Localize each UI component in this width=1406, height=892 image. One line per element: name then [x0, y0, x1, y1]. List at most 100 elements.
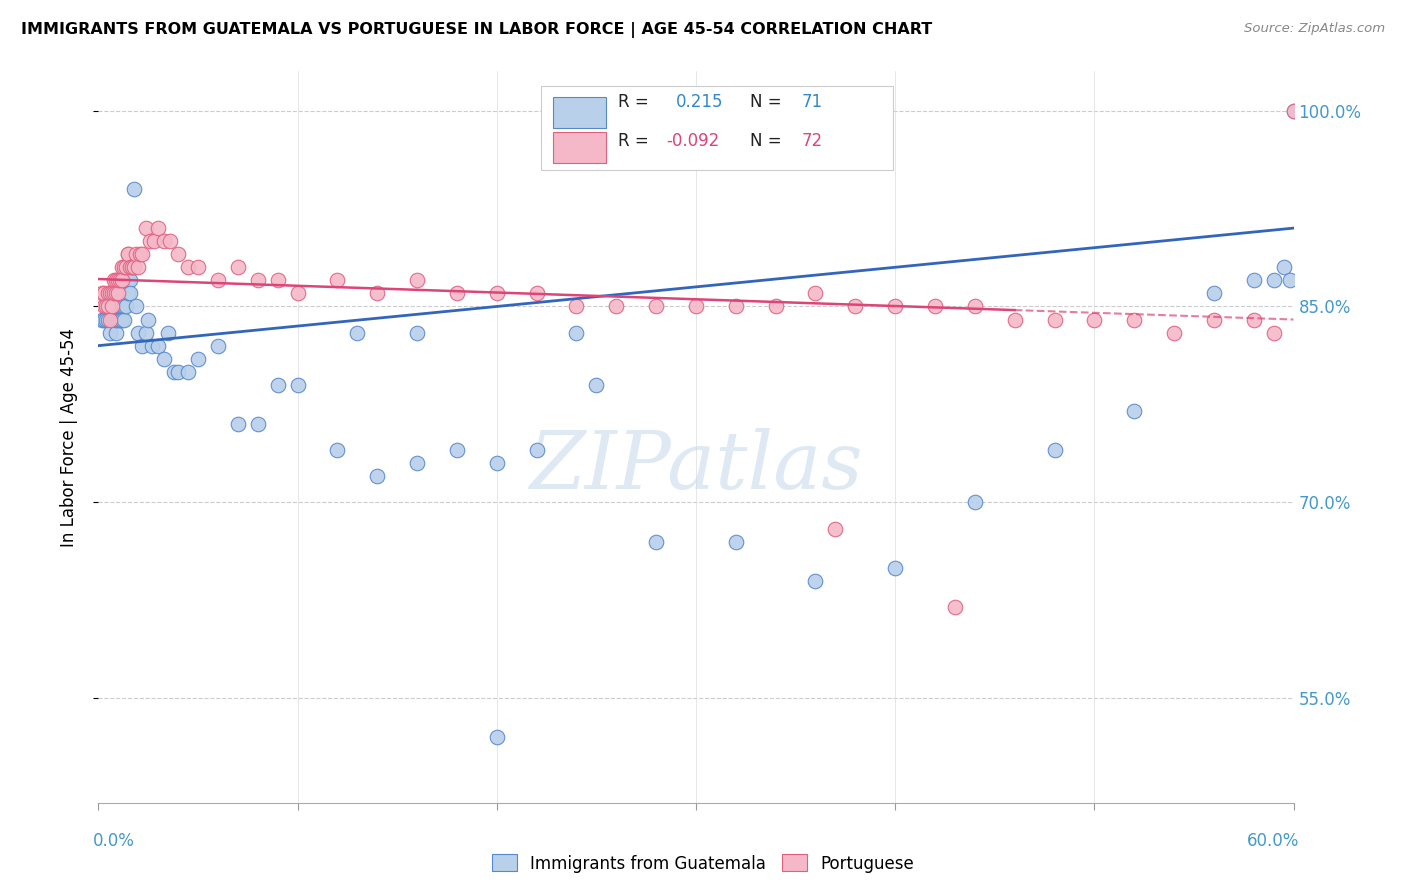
Point	[163, 365, 186, 379]
Point	[446, 443, 468, 458]
Point	[1282, 103, 1305, 118]
Point	[98, 286, 122, 301]
Point	[326, 443, 349, 458]
Point	[187, 260, 209, 275]
Point	[125, 247, 148, 261]
Point	[101, 312, 124, 326]
Point	[97, 300, 120, 314]
Text: IMMIGRANTS FROM GUATEMALA VS PORTUGUESE IN LABOR FORCE | AGE 45-54 CORRELATION C: IMMIGRANTS FROM GUATEMALA VS PORTUGUESE …	[21, 22, 932, 38]
Point	[1243, 312, 1265, 326]
Point	[1043, 443, 1066, 458]
FancyBboxPatch shape	[541, 86, 893, 170]
Point	[117, 247, 139, 261]
Point	[93, 300, 115, 314]
Point	[346, 326, 368, 340]
Point	[485, 456, 508, 470]
Point	[107, 312, 129, 326]
Text: Source: ZipAtlas.com: Source: ZipAtlas.com	[1244, 22, 1385, 36]
Text: 71: 71	[801, 93, 823, 112]
Point	[565, 326, 588, 340]
Point	[148, 339, 170, 353]
Point	[366, 286, 388, 301]
Point	[124, 182, 146, 196]
Point	[246, 273, 269, 287]
Text: ZIPatlas: ZIPatlas	[529, 427, 863, 505]
Point	[167, 247, 190, 261]
Point	[127, 326, 149, 340]
Point	[1263, 326, 1285, 340]
Point	[110, 312, 132, 326]
Point	[136, 312, 159, 326]
Point	[105, 312, 128, 326]
Text: 0.215: 0.215	[676, 93, 723, 112]
Point	[804, 286, 827, 301]
Point	[121, 260, 143, 275]
Point	[526, 443, 548, 458]
Point	[112, 260, 135, 275]
Point	[585, 377, 607, 392]
Point	[287, 286, 309, 301]
Point	[924, 300, 946, 314]
Point	[187, 351, 209, 366]
Legend: Immigrants from Guatemala, Portuguese: Immigrants from Guatemala, Portuguese	[485, 847, 921, 880]
Point	[96, 300, 118, 314]
Point	[120, 273, 142, 287]
Point	[111, 312, 134, 326]
Point	[97, 312, 120, 326]
Point	[93, 312, 115, 326]
Point	[105, 326, 128, 340]
Point	[96, 312, 118, 326]
Point	[1202, 312, 1225, 326]
Point	[605, 300, 627, 314]
Point	[804, 574, 827, 588]
Point	[267, 273, 290, 287]
Point	[963, 495, 986, 509]
Point	[226, 417, 249, 431]
Point	[124, 260, 146, 275]
Point	[97, 300, 120, 314]
Point	[485, 731, 508, 745]
Point	[91, 286, 114, 301]
Point	[177, 365, 200, 379]
Point	[1272, 260, 1295, 275]
Point	[103, 312, 125, 326]
Point	[824, 521, 846, 535]
Point	[110, 273, 132, 287]
Point	[963, 300, 986, 314]
Point	[1043, 312, 1066, 326]
Point	[645, 534, 668, 549]
Text: R =: R =	[619, 93, 650, 112]
Point	[246, 417, 269, 431]
Point	[1282, 103, 1305, 118]
Point	[1263, 273, 1285, 287]
Point	[1202, 286, 1225, 301]
Point	[526, 286, 548, 301]
Point	[121, 260, 143, 275]
Y-axis label: In Labor Force | Age 45-54: In Labor Force | Age 45-54	[59, 327, 77, 547]
Point	[98, 326, 122, 340]
Point	[141, 339, 163, 353]
Point	[96, 300, 118, 314]
Point	[117, 247, 139, 261]
Point	[844, 300, 866, 314]
Point	[101, 286, 124, 301]
Point	[98, 300, 122, 314]
Point	[207, 339, 229, 353]
Point	[105, 286, 128, 301]
Point	[1004, 312, 1026, 326]
Point	[446, 286, 468, 301]
Point	[107, 273, 129, 287]
Point	[645, 300, 668, 314]
Point	[406, 456, 429, 470]
Point	[1123, 404, 1146, 418]
Point	[111, 273, 134, 287]
Point	[724, 534, 747, 549]
Point	[112, 300, 135, 314]
Point	[1278, 273, 1301, 287]
Point	[884, 560, 907, 574]
Point	[143, 234, 166, 248]
Point	[97, 286, 120, 301]
Point	[107, 286, 129, 301]
Point	[765, 300, 787, 314]
Point	[110, 300, 132, 314]
